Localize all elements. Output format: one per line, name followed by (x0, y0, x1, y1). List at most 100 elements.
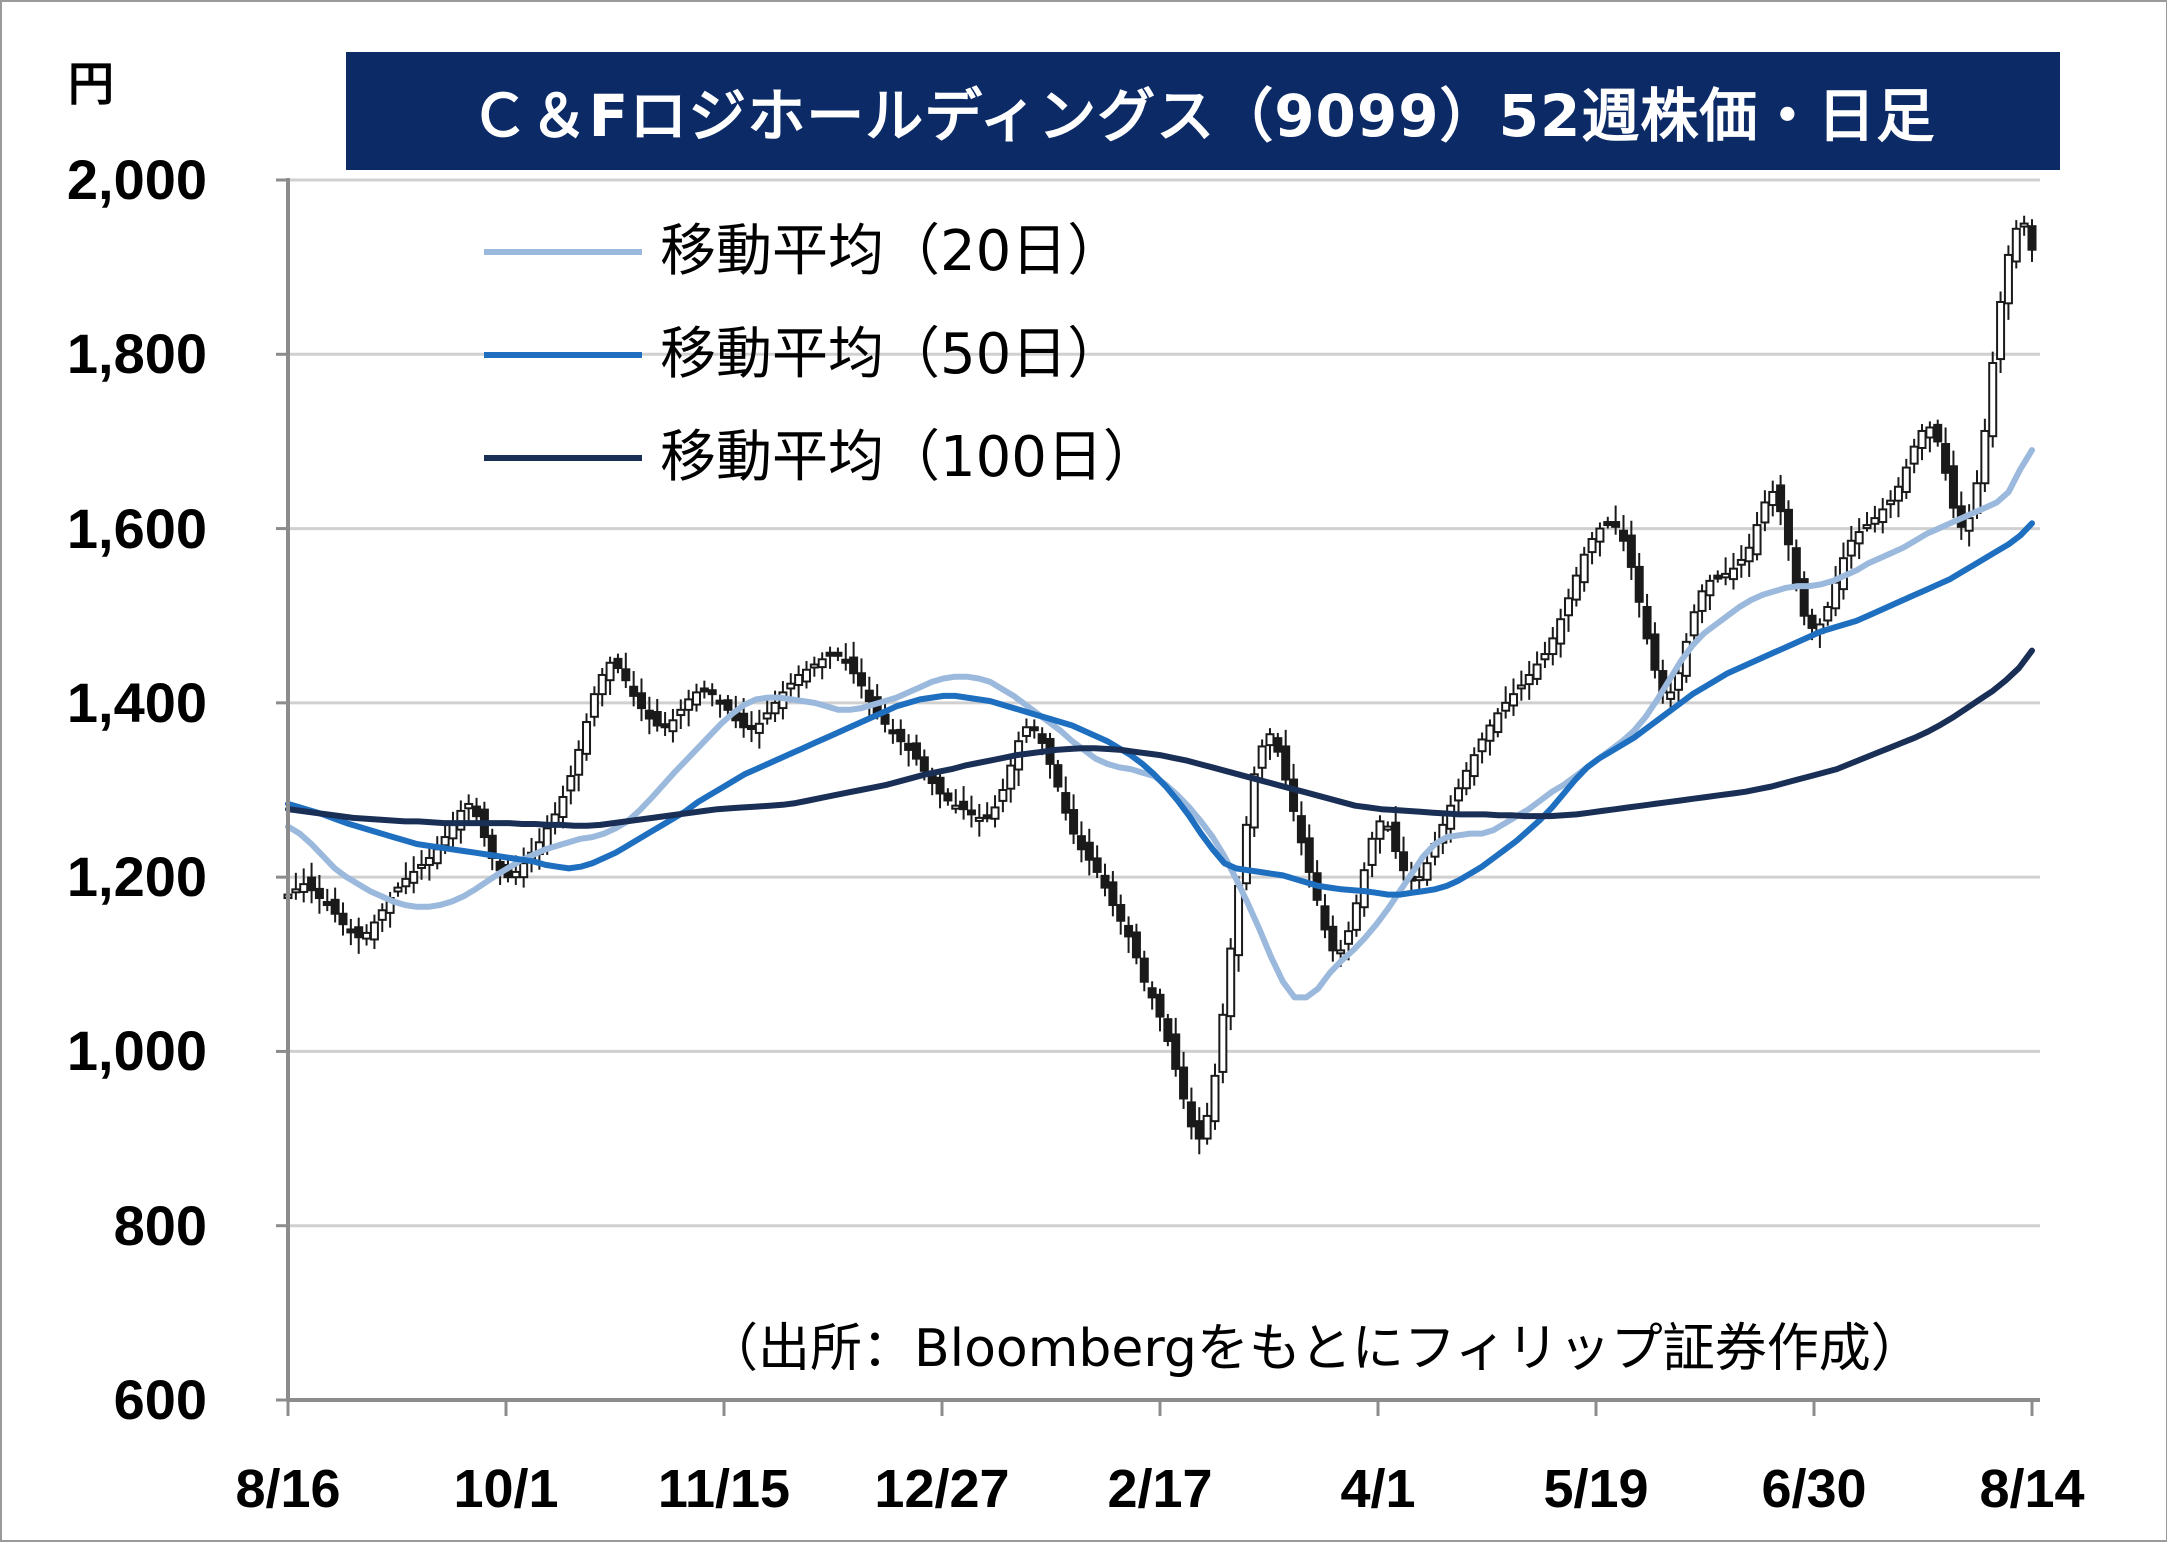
candle-body (2011, 227, 2021, 263)
candle-body (1304, 837, 1314, 873)
candle-body (849, 656, 859, 675)
candle-body (1289, 778, 1299, 812)
candle-body (1226, 947, 1236, 1018)
candle-body (1116, 904, 1126, 922)
candle-body (1391, 821, 1401, 853)
candle-body (1587, 538, 1597, 554)
candle-body (762, 712, 772, 720)
candle-body (362, 931, 372, 940)
candle-body (1673, 672, 1683, 691)
candle-body (1092, 857, 1102, 873)
candle-body (574, 748, 584, 776)
y-tick-label: 1,200 (66, 845, 207, 909)
candle-body (1202, 1114, 1212, 1140)
candle-body (1713, 574, 1723, 580)
candle-body (1760, 501, 1770, 524)
candle-body (754, 722, 764, 734)
candle-body (1988, 362, 1998, 438)
candle-body (1556, 618, 1566, 645)
candle-body (1878, 508, 1888, 524)
candle-body (1493, 712, 1503, 734)
candle-body (566, 775, 576, 792)
candle-body (715, 699, 725, 705)
candle-body (291, 888, 301, 894)
candle-body (684, 698, 694, 711)
candle-body (1862, 524, 1872, 530)
candle-body (1618, 529, 1628, 542)
candle-body (911, 742, 921, 760)
y-tick-label: 800 (113, 1193, 207, 1257)
candle-body (511, 870, 521, 879)
candle-body (1532, 663, 1542, 680)
candle-body (1524, 673, 1534, 686)
candle-body (1666, 691, 1676, 700)
candle-body (314, 887, 324, 900)
grid-lines (288, 178, 2040, 1228)
candle-body (1422, 862, 1432, 881)
source-note: （出所：Bloombergをもとにフィリップ証券作成） (706, 1319, 1923, 1379)
axes (276, 178, 2040, 1416)
candle-body (1893, 485, 1903, 502)
candle-body (369, 921, 379, 941)
candle-body (1037, 733, 1047, 744)
candle-body (1328, 925, 1338, 952)
candle-body (1909, 445, 1919, 465)
candle-body (1548, 637, 1558, 656)
y-tick-label: 1,800 (66, 322, 207, 386)
x-tick-label: 2/17 (1107, 1459, 1213, 1519)
ma-line-1 (285, 520, 2035, 898)
legend-swatches (484, 249, 642, 461)
ma-line-0 (285, 447, 2035, 1001)
candle-body (637, 692, 647, 710)
candle-body (668, 719, 678, 733)
y-unit-label: 円 (68, 57, 114, 111)
candle-body (613, 657, 623, 669)
candle-body (1446, 804, 1456, 830)
candle-body (1579, 553, 1589, 584)
candle-body (1925, 426, 1935, 439)
y-tick-label: 2,000 (66, 148, 207, 211)
candle-body (644, 709, 654, 720)
candle-body (770, 701, 780, 715)
candle-body (746, 724, 756, 731)
candle-body (919, 756, 929, 772)
candle-body (464, 802, 474, 810)
candle-body (409, 870, 419, 884)
candle-body (1241, 823, 1251, 885)
candle-body (974, 816, 984, 822)
candle-body (825, 651, 835, 657)
candle-body (1509, 693, 1519, 707)
candle-body (1469, 754, 1479, 778)
candle-body (676, 708, 686, 717)
candle-body (1163, 1018, 1173, 1042)
candle-body (1351, 902, 1361, 931)
candle-body (1728, 567, 1738, 581)
candle-body (1179, 1066, 1189, 1100)
candle-body (338, 912, 348, 926)
candle-body (794, 673, 804, 686)
candle-body (440, 836, 450, 847)
candle-body (990, 806, 1000, 820)
x-tick-label: 4/1 (1340, 1459, 1416, 1519)
candle-body (1776, 484, 1786, 513)
candle-body (1948, 465, 1958, 509)
candle-body (982, 814, 992, 820)
candle-body (998, 789, 1008, 802)
candle-body (1344, 930, 1354, 945)
candle-body (1273, 737, 1283, 753)
candle-body (1783, 508, 1793, 546)
candle-body (472, 805, 482, 818)
candle-body (951, 804, 961, 810)
candle-body (896, 728, 906, 743)
candle-body (1477, 738, 1487, 753)
candle-body (1061, 792, 1071, 814)
candle-body (966, 809, 976, 816)
candle-body (943, 792, 953, 802)
candle-body (1564, 597, 1574, 617)
candle-body (1886, 499, 1896, 506)
candle-body (652, 711, 662, 727)
y-tick-label: 1,600 (66, 496, 207, 560)
candle-body (1516, 684, 1526, 690)
candle-body (959, 800, 969, 811)
